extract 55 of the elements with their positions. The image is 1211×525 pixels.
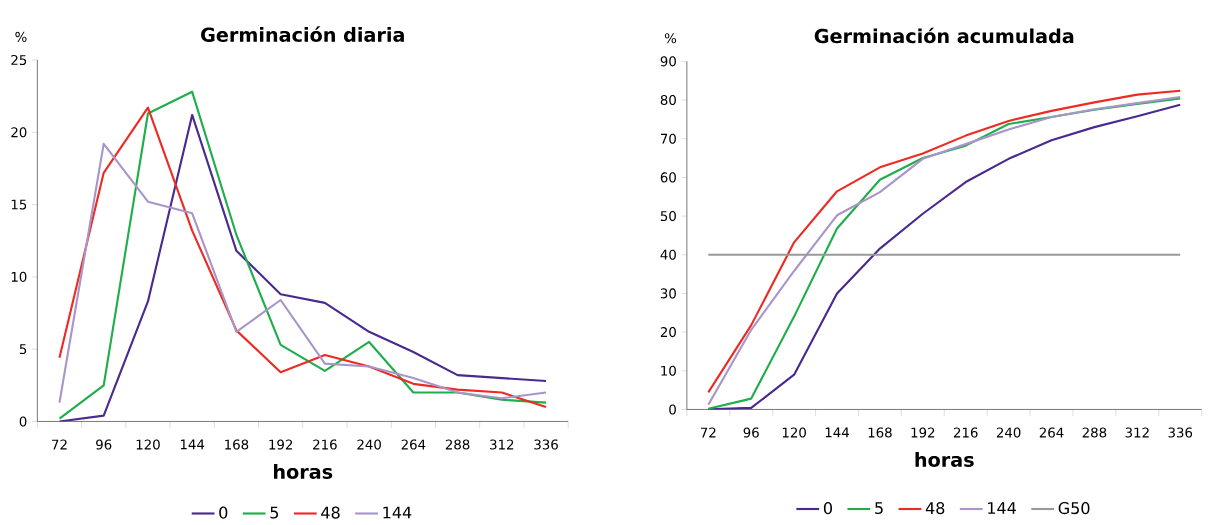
x-tick-label: 288 (445, 439, 470, 450)
chart-title: Germinación acumulada (814, 27, 1074, 44)
y-tick-label: 10 (11, 271, 27, 282)
y-tick-label: 80 (660, 94, 676, 105)
x-tick-label: 144 (180, 439, 205, 449)
legend-label: 48 (321, 506, 340, 519)
x-tick-label: 240 (996, 427, 1021, 438)
y-tick-label: 70 (660, 133, 676, 144)
x-axis-title: horas (915, 451, 974, 467)
y-tick-label: 60 (660, 172, 676, 183)
x-tick-label: 312 (490, 439, 514, 450)
y-axis-title: % (664, 32, 677, 44)
x-tick-label: 288 (1082, 427, 1107, 438)
y-tick-label: 5 (19, 343, 27, 354)
legend-label: G50 (1058, 501, 1090, 514)
x-tick-label: 336 (534, 439, 558, 450)
legend-label: 48 (925, 501, 945, 514)
x-tick-label: 168 (868, 427, 892, 438)
x-tick-label: 192 (911, 427, 935, 438)
x-tick-label: 216 (953, 427, 978, 438)
x-tick-label: 120 (136, 439, 160, 450)
x-tick-label: 144 (825, 427, 849, 437)
chart-title: Germinación diaria (201, 26, 404, 42)
x-tick-label: 168 (225, 439, 249, 450)
legend-label: 0 (219, 506, 228, 519)
y-tick-label: 20 (11, 127, 27, 138)
x-tick-label: 264 (1039, 427, 1064, 438)
x-tick-label: 72 (700, 427, 716, 438)
x-tick-label: 120 (782, 427, 806, 438)
y-tick-label: 10 (661, 365, 676, 376)
legend-label: 5 (875, 501, 883, 514)
y-tick-label: 90 (660, 56, 676, 67)
legend-label: 0 (823, 501, 832, 514)
y-tick-label: 40 (660, 249, 676, 260)
x-tick-label: 192 (269, 439, 293, 450)
y-tick-label: 50 (660, 210, 676, 221)
y-tick-label: 0 (669, 404, 676, 415)
x-tick-label: 312 (1125, 427, 1149, 438)
x-tick-label: 96 (96, 439, 112, 450)
x-tick-label: 96 (743, 427, 759, 438)
y-axis-title: % (15, 31, 27, 42)
y-tick-label: 25 (11, 54, 27, 65)
x-tick-label: 336 (1168, 427, 1193, 438)
legend-label: 144 (988, 501, 1016, 514)
x-tick-label: 240 (357, 439, 381, 450)
x-tick-label: 264 (401, 439, 426, 450)
legend-label: 5 (270, 506, 279, 519)
y-tick-label: 0 (19, 416, 27, 427)
x-axis-title: horas (274, 463, 333, 479)
y-tick-label: 20 (660, 326, 676, 337)
legend-label: 144 (383, 506, 412, 519)
x-tick-label: 72 (52, 439, 67, 450)
y-tick-label: 15 (11, 199, 27, 210)
x-tick-label: 216 (313, 439, 337, 450)
y-tick-label: 30 (660, 288, 676, 299)
